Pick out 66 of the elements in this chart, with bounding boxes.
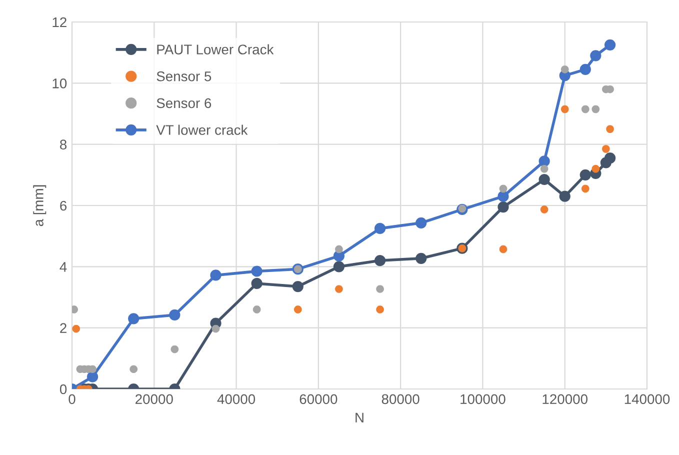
point [130,365,138,374]
point [499,245,508,254]
point [604,152,616,164]
point [294,306,302,314]
x-tick-label: 20000 [136,394,173,404]
point [292,280,304,292]
x-tick-label: 140000 [624,394,670,404]
legend-label: Sensor 6 [156,98,212,108]
point [72,324,80,333]
point [499,184,508,193]
point [581,184,590,193]
point [560,105,569,114]
point [590,50,602,62]
point [592,164,600,173]
point [540,164,548,173]
point [592,105,600,114]
x-axis-title: N [356,412,364,422]
point [604,39,616,50]
point [498,201,509,213]
point [335,245,343,254]
legend-label: Sensor 5 [156,71,212,82]
point [212,324,220,333]
point [210,270,222,281]
y-tick-label: 2 [60,323,66,333]
point [333,261,345,272]
point [416,217,427,228]
point [416,252,427,264]
point [252,306,261,314]
point [560,65,569,74]
point [335,285,343,293]
y-tick-label: 12 [52,17,66,28]
x-tick-label: 100000 [460,394,506,404]
point [374,222,386,234]
x-tick-label: 120000 [542,394,588,404]
point [540,206,548,214]
point [376,306,384,314]
point [559,190,570,202]
y-tick-label: 8 [60,140,67,150]
point [538,174,550,186]
point [251,278,262,290]
x-tick-label: 40000 [217,394,256,404]
y-tick-label: 10 [52,78,67,88]
point [498,190,509,202]
point [606,125,614,133]
point [170,345,179,354]
y-tick-label: 4 [60,262,67,272]
point [581,105,590,114]
x-tick-label: 0 [68,394,76,404]
point [580,64,591,75]
point [169,309,180,321]
point [128,313,140,324]
y-tick-label: 0 [60,384,67,394]
point [580,169,591,180]
y-tick-label: 6 [60,200,67,211]
point [538,156,550,167]
point [251,266,262,277]
x-tick-label: 60000 [300,394,338,404]
point [374,254,386,266]
legend-label: VT lower crack [156,124,248,135]
point [376,285,384,293]
y-axis-title: a [mm] [33,185,46,226]
point [458,204,466,212]
legend-label: PAUT Lower Crack [157,44,274,54]
point [86,371,98,382]
point [602,144,610,153]
x-tick-label: 80000 [382,394,420,404]
